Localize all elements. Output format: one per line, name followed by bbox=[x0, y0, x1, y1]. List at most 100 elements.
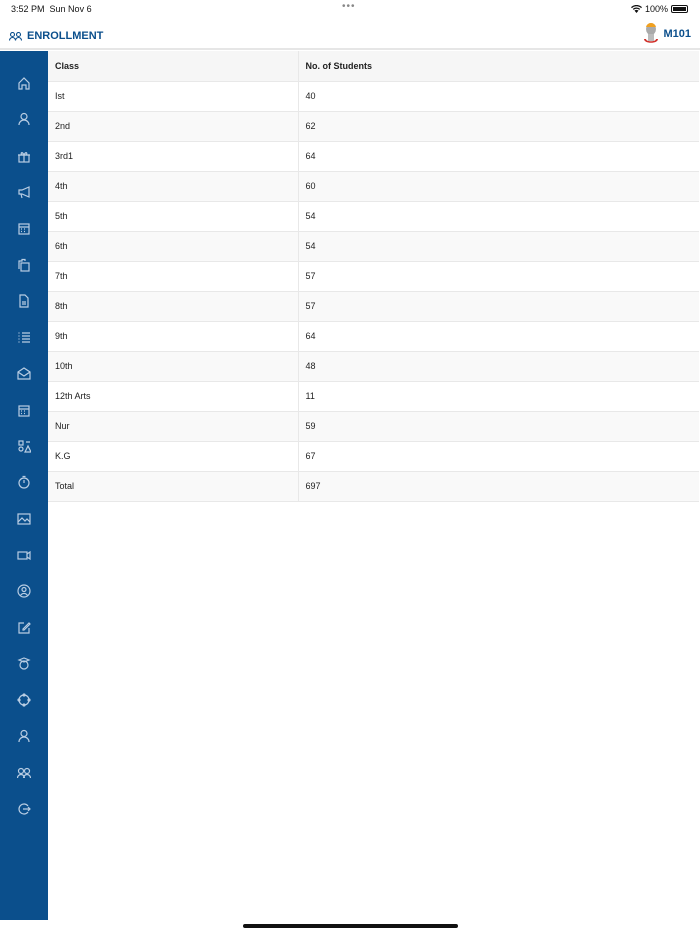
app-header: ENROLLMENT M101 bbox=[0, 22, 700, 50]
table-row: 4th 60 bbox=[48, 171, 699, 202]
sidebar-item-6[interactable] bbox=[17, 258, 31, 272]
student-count-cell: 57 bbox=[298, 261, 699, 292]
edit-icon bbox=[18, 621, 31, 634]
table-row: 3rd1 64 bbox=[48, 141, 699, 172]
battery-icon bbox=[671, 5, 688, 13]
gift-icon bbox=[18, 151, 30, 163]
stopwatch-icon bbox=[18, 476, 30, 489]
avatar bbox=[644, 22, 659, 43]
sidebar-item-12[interactable] bbox=[17, 475, 31, 489]
sidebar-item-15[interactable] bbox=[17, 584, 31, 598]
sidebar-item-20[interactable] bbox=[16, 766, 32, 780]
home-indicator[interactable] bbox=[243, 924, 458, 928]
list-icon bbox=[18, 332, 30, 343]
table-row: Nur 59 bbox=[48, 411, 699, 442]
sidebar-item-7[interactable] bbox=[17, 294, 31, 308]
class-cell: 6th bbox=[48, 231, 299, 262]
user-profile[interactable]: M101 bbox=[641, 22, 691, 46]
battery-percent: 100% bbox=[644, 4, 668, 14]
class-cell: 12th Arts bbox=[48, 381, 299, 412]
column-header-students: No. of Students bbox=[298, 51, 699, 82]
clipboard-icon bbox=[18, 258, 30, 272]
document-icon bbox=[19, 294, 29, 308]
page-title: ENROLLMENT bbox=[27, 30, 104, 42]
mail-open-icon bbox=[17, 367, 31, 380]
sidebar-item-18[interactable] bbox=[17, 693, 31, 707]
student-count-cell: 62 bbox=[298, 111, 699, 142]
table-row: 9th 64 bbox=[48, 321, 699, 352]
sidebar-item-16[interactable] bbox=[17, 621, 31, 635]
video-icon bbox=[17, 550, 31, 561]
enrollment-table: Class No. of Students Ist 40 2nd 62 3rd1 64 4t… bbox=[48, 51, 699, 502]
student-count-cell: 54 bbox=[298, 201, 699, 232]
class-cell: Ist bbox=[48, 81, 299, 112]
student-count-cell: 59 bbox=[298, 411, 699, 442]
class-cell: Nur bbox=[48, 411, 299, 442]
sidebar-item-9[interactable] bbox=[17, 366, 31, 380]
sidebar-item-13[interactable] bbox=[17, 512, 31, 526]
table-row: 6th 54 bbox=[48, 231, 699, 262]
table-header-row: Class No. of Students bbox=[48, 51, 699, 82]
student-count-cell: 67 bbox=[298, 441, 699, 472]
student-count-cell: 697 bbox=[298, 471, 699, 502]
student-count-cell: 11 bbox=[298, 381, 699, 412]
student-count-cell: 64 bbox=[298, 141, 699, 172]
table-row: 7th 57 bbox=[48, 261, 699, 292]
calendar-icon bbox=[18, 223, 30, 235]
class-cell: 9th bbox=[48, 321, 299, 352]
class-cell: Total bbox=[48, 471, 299, 502]
user-icon bbox=[18, 113, 30, 126]
table-row: 2nd 62 bbox=[48, 111, 699, 142]
class-cell: 4th bbox=[48, 171, 299, 202]
sidebar bbox=[0, 51, 48, 920]
table-row: 8th 57 bbox=[48, 291, 699, 322]
class-cell: K.G bbox=[48, 441, 299, 472]
class-cell: 7th bbox=[48, 261, 299, 292]
wifi-icon bbox=[630, 5, 642, 13]
student-count-cell: 64 bbox=[298, 321, 699, 352]
sidebar-item-2[interactable] bbox=[17, 112, 31, 126]
table-row: 5th 54 bbox=[48, 201, 699, 232]
class-cell: 10th bbox=[48, 351, 299, 382]
status-time: 3:52 PM Sun Nov 6 bbox=[11, 4, 92, 14]
sidebar-item-3[interactable] bbox=[17, 149, 31, 163]
users-icon bbox=[16, 767, 32, 778]
sidebar-item-17[interactable] bbox=[17, 657, 31, 671]
sidebar-item-11[interactable] bbox=[17, 439, 32, 453]
logout-icon bbox=[18, 803, 31, 815]
user-icon bbox=[18, 730, 30, 743]
status-bar: 3:52 PM Sun Nov 6 ••• 100% bbox=[0, 0, 700, 18]
student-count-cell: 48 bbox=[298, 351, 699, 382]
calendar-icon bbox=[18, 405, 30, 417]
sidebar-item-14[interactable] bbox=[17, 548, 31, 562]
student-count-cell: 57 bbox=[298, 291, 699, 322]
users-icon bbox=[9, 31, 22, 41]
graduate-icon bbox=[17, 657, 31, 670]
class-cell: 3rd1 bbox=[48, 141, 299, 172]
class-cell: 8th bbox=[48, 291, 299, 322]
class-cell: 2nd bbox=[48, 111, 299, 142]
column-header-class: Class bbox=[48, 51, 299, 82]
student-count-cell: 60 bbox=[298, 171, 699, 202]
table-row: Ist 40 bbox=[48, 81, 699, 112]
sidebar-item-21[interactable] bbox=[17, 802, 31, 816]
sidebar-item-19[interactable] bbox=[17, 729, 31, 743]
sidebar-item-5[interactable] bbox=[17, 221, 31, 235]
sidebar-item-4[interactable] bbox=[17, 185, 31, 199]
table-row: Total 697 bbox=[48, 471, 699, 502]
class-cell: 5th bbox=[48, 201, 299, 232]
table-row: 10th 48 bbox=[48, 351, 699, 382]
student-count-cell: 40 bbox=[298, 81, 699, 112]
sidebar-item-8[interactable] bbox=[17, 330, 31, 344]
network-icon bbox=[17, 693, 31, 707]
table-row: 12th Arts 11 bbox=[48, 381, 699, 412]
sidebar-item-10[interactable] bbox=[17, 403, 31, 417]
sidebar-item-1[interactable] bbox=[17, 76, 31, 90]
image-icon bbox=[17, 512, 31, 525]
megaphone-icon bbox=[18, 185, 30, 199]
multitask-dots[interactable]: ••• bbox=[342, 1, 356, 12]
table-row: K.G 67 bbox=[48, 441, 699, 472]
student-count-cell: 54 bbox=[298, 231, 699, 262]
home-icon bbox=[18, 77, 30, 90]
shapes-icon bbox=[18, 440, 32, 453]
